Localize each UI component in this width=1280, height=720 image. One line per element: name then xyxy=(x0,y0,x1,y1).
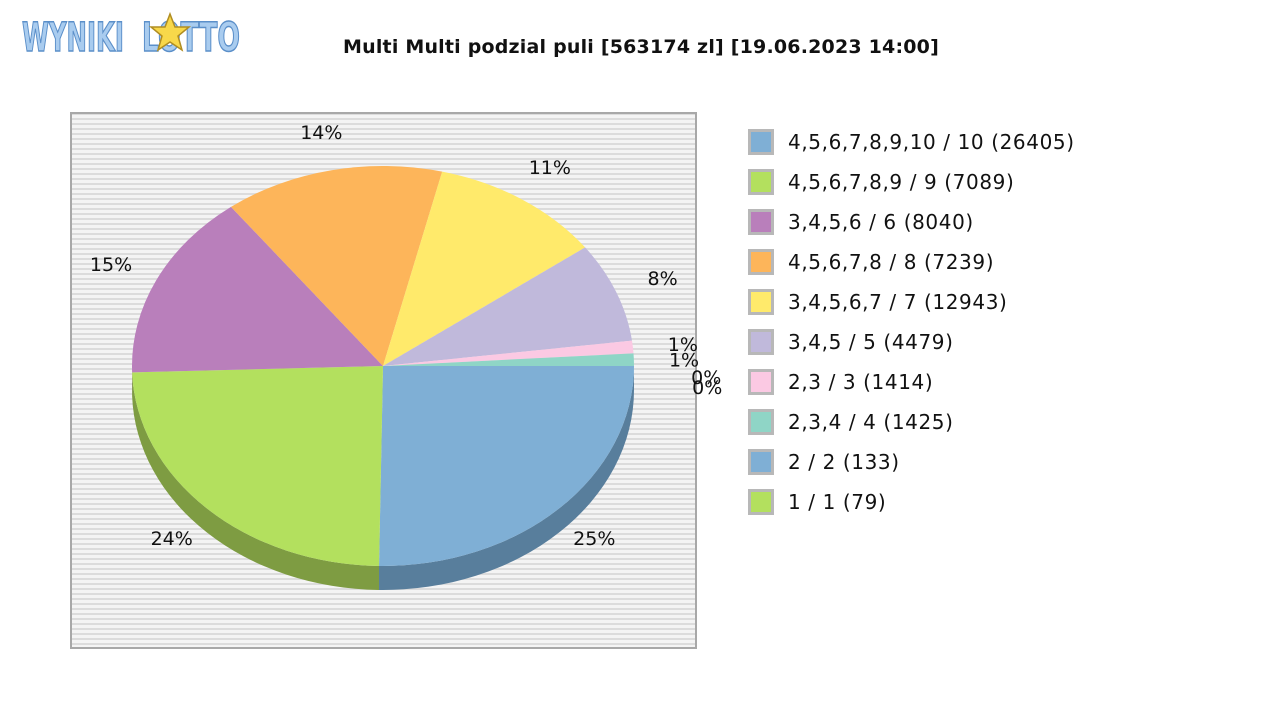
legend-label: 4,5,6,7,8 / 8 (7239) xyxy=(788,250,995,274)
legend-swatch xyxy=(748,129,774,155)
legend-item: 4,5,6,7,8,9 / 9 (7089) xyxy=(748,162,1075,202)
legend-item: 4,5,6,7,8 / 8 (7239) xyxy=(748,242,1075,282)
legend-swatch xyxy=(748,489,774,515)
pie-slice-side xyxy=(132,372,380,590)
chart-title: Multi Multi podzial puli [563174 zl] [19… xyxy=(342,36,939,58)
legend-label: 2,3 / 3 (1414) xyxy=(788,370,934,394)
slice-label: 15% xyxy=(90,254,132,276)
legend-swatch xyxy=(748,249,774,275)
legend-label: 3,4,5,6,7 / 7 (12943) xyxy=(788,290,1008,314)
pie-slice xyxy=(383,353,634,366)
slice-label: 0% xyxy=(692,377,722,399)
pie-slice xyxy=(383,171,586,366)
legend-label: 3,4,5 / 5 (4479) xyxy=(788,330,954,354)
slice-label: 24% xyxy=(151,528,193,550)
legend-item: 2,3 / 3 (1414) xyxy=(748,362,1075,402)
pie-slice xyxy=(230,166,443,366)
slice-label: 1% xyxy=(669,349,699,371)
legend-label: 3,4,5,6 / 6 (8040) xyxy=(788,210,974,234)
legend-label: 1 / 1 (79) xyxy=(788,490,887,514)
legend-item: 4,5,6,7,8,9,10 / 10 (26405) xyxy=(748,122,1075,162)
svg-text:LOTTO: LOTTO xyxy=(142,15,240,61)
slice-label: 0% xyxy=(691,367,721,389)
star-icon xyxy=(148,11,192,52)
slice-label: 1% xyxy=(668,334,698,356)
legend-item: 2,3,4 / 4 (1425) xyxy=(748,402,1075,442)
legend-swatch xyxy=(748,409,774,435)
legend: 4,5,6,7,8,9,10 / 10 (26405) 4,5,6,7,8,9 /… xyxy=(748,122,1075,522)
legend-swatch xyxy=(748,449,774,475)
legend-item: 2 / 2 (133) xyxy=(748,442,1075,482)
legend-swatch xyxy=(748,209,774,235)
legend-swatch xyxy=(748,329,774,355)
legend-label: 2,3,4 / 4 (1425) xyxy=(788,410,954,434)
legend-item: 3,4,5 / 5 (4479) xyxy=(748,322,1075,362)
wyniki-lotto-logo: WYNIKI LOTTO xyxy=(21,11,241,62)
pie-slice-side xyxy=(379,366,634,590)
legend-swatch xyxy=(748,289,774,315)
pie-slice xyxy=(132,206,383,373)
slice-label: 25% xyxy=(573,528,615,550)
slice-label: 8% xyxy=(648,268,678,290)
pie-slice xyxy=(383,340,634,366)
slice-label: 11% xyxy=(529,157,571,179)
pie-slice xyxy=(383,247,632,366)
legend-item: 3,4,5,6 / 6 (8040) xyxy=(748,202,1075,242)
slice-label: 14% xyxy=(300,122,342,144)
legend-swatch xyxy=(748,169,774,195)
pie-slice xyxy=(132,366,383,566)
legend-label: 2 / 2 (133) xyxy=(788,450,900,474)
legend-label: 4,5,6,7,8,9 / 9 (7089) xyxy=(788,170,1015,194)
legend-label: 4,5,6,7,8,9,10 / 10 (26405) xyxy=(788,130,1075,154)
legend-swatch xyxy=(748,369,774,395)
legend-item: 1 / 1 (79) xyxy=(748,482,1075,522)
pie-slice xyxy=(379,366,634,567)
svg-text:WYNIKI: WYNIKI xyxy=(22,15,124,61)
legend-item: 3,4,5,6,7 / 7 (12943) xyxy=(748,282,1075,322)
